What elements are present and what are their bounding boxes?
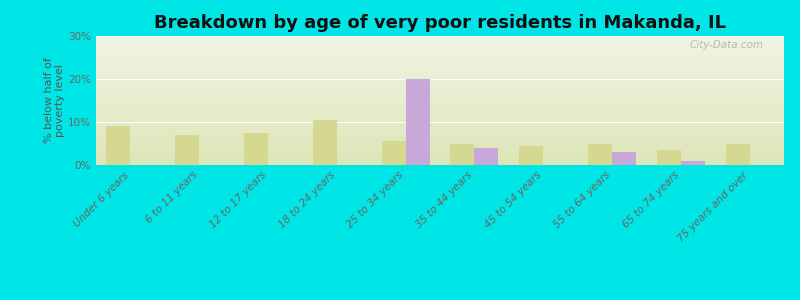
Bar [519, 146, 543, 165]
Y-axis label: % below half of
poverty level: % below half of poverty level [44, 58, 66, 143]
Bar [450, 143, 474, 165]
Bar [681, 161, 705, 165]
Bar [726, 143, 750, 165]
Bar [657, 150, 681, 165]
Bar [106, 126, 130, 165]
Title: Breakdown by age of very poor residents in Makanda, IL: Breakdown by age of very poor residents … [154, 14, 726, 32]
Bar [474, 148, 498, 165]
Bar [313, 120, 337, 165]
Bar [588, 143, 612, 165]
Bar [406, 79, 430, 165]
Bar [382, 141, 406, 165]
Bar [612, 152, 636, 165]
Bar [244, 133, 268, 165]
Text: City-Data.com: City-Data.com [690, 40, 763, 50]
Bar [175, 135, 199, 165]
